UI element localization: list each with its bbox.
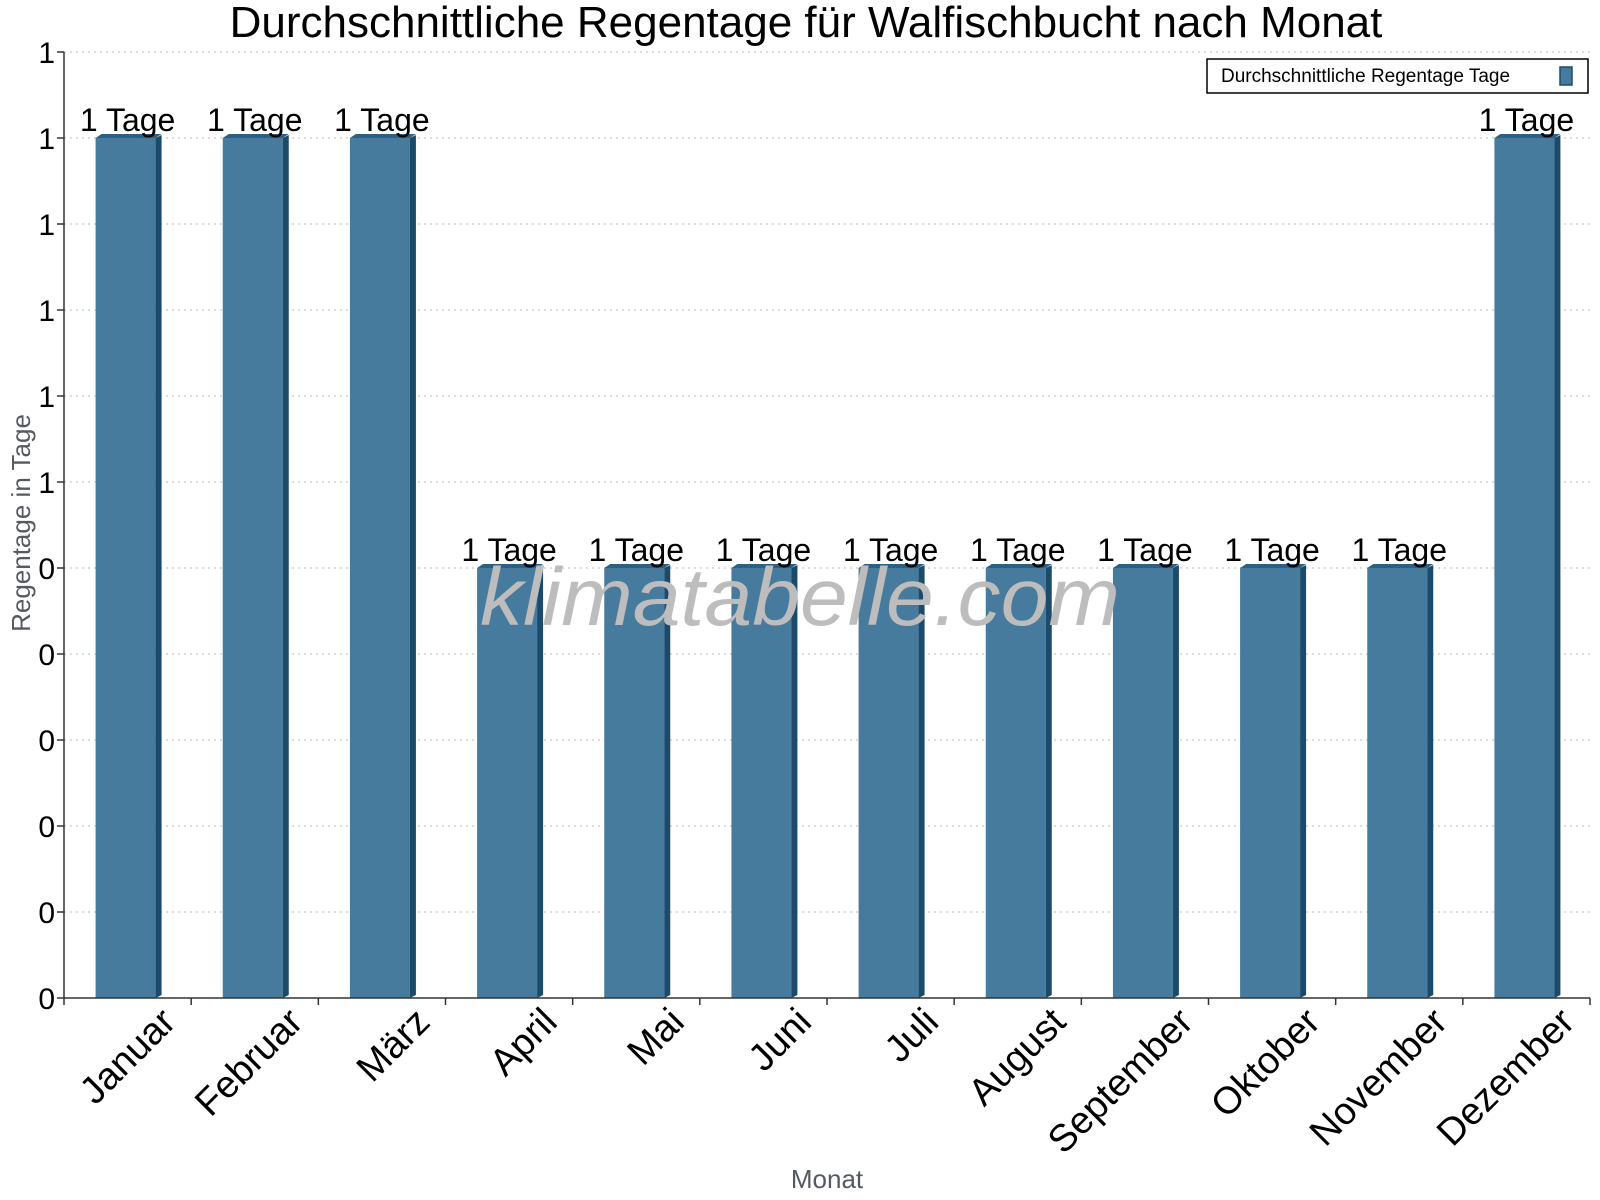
bar-front [222, 138, 283, 998]
x-tick-labels: Januar Februar März April Mai Juni Juli AugustS… [72, 1000, 1583, 1161]
bar-mai [604, 564, 671, 998]
bar-juni [731, 564, 798, 998]
bar-juli [858, 564, 925, 998]
x-tick-label: Februar [187, 1000, 311, 1124]
legend-label: Durchschnittliche Regentage Tage [1221, 66, 1510, 87]
y-axis-label: Regentage in Tage [6, 414, 36, 632]
data-label: 1 Tage [1097, 532, 1193, 568]
x-tick-label: Juni [741, 1001, 820, 1080]
bar-top [222, 134, 289, 138]
data-labels: 1 Tage 1 Tage 1 Tage 1 Tage 1 Tage 1 Tage 1 Ta… [80, 102, 1574, 568]
bar-front [1240, 568, 1301, 998]
y-tick-label: 0 [38, 639, 55, 672]
x-tick-label: April [482, 1001, 565, 1084]
data-label: 1 Tage [1352, 532, 1448, 568]
bar-front [1367, 568, 1428, 998]
x-tick-label: Juli [877, 1001, 947, 1071]
data-label: 1 Tage [207, 102, 303, 138]
bar-front [604, 568, 665, 998]
bar-top [1494, 134, 1561, 138]
x-tick-label: Mai [620, 1001, 693, 1074]
y-tick-label: 1 [38, 295, 55, 328]
bar-september [1112, 564, 1179, 998]
bar-front [349, 138, 410, 998]
x-tick-label: August [961, 1000, 1075, 1114]
bar-front [858, 568, 919, 998]
bar-november [1367, 564, 1434, 998]
bar-side [537, 565, 544, 998]
bar-front [95, 138, 156, 998]
bar-front [1112, 568, 1173, 998]
x-tick-label: Dezember [1429, 1000, 1583, 1154]
legend-swatch [1559, 66, 1573, 86]
bar-februar [222, 134, 289, 998]
bar-side [1554, 135, 1561, 998]
chart-title: Durchschnittliche Regentage für Walfisch… [230, 0, 1383, 47]
bar-top [349, 134, 416, 138]
bar-top [1240, 564, 1307, 568]
y-tick-label: 0 [38, 553, 55, 586]
bar-front [985, 568, 1046, 998]
legend-box [1206, 58, 1589, 94]
bar-top [858, 564, 925, 568]
data-label: 1 Tage [970, 532, 1066, 568]
bar-april [477, 564, 544, 998]
bar-top [604, 564, 671, 568]
bar-dezember [1494, 134, 1561, 998]
bars-group [95, 134, 1561, 998]
bar-oktober [1240, 564, 1307, 998]
y-tick-label: 0 [38, 725, 55, 758]
bar-side [1427, 565, 1434, 998]
bar-side [791, 565, 798, 998]
y-tick-label: 1 [38, 37, 55, 70]
data-label: 1 Tage [334, 102, 430, 138]
watermark: klimatabelle.com [480, 552, 1120, 643]
data-label: 1 Tage [80, 102, 176, 138]
legend: Durchschnittliche Regentage Tage [1206, 58, 1589, 94]
axes-group [57, 51, 1591, 1005]
x-tick-label: Oktober [1203, 1000, 1329, 1126]
bar-side [1045, 565, 1052, 998]
bar-august [985, 564, 1052, 998]
bar-front [731, 568, 792, 998]
x-axis-label: Monat [791, 1164, 864, 1194]
data-label: 1 Tage [1479, 102, 1575, 138]
data-label: 1 Tage [589, 532, 685, 568]
bar-januar [95, 134, 162, 998]
bar-side [918, 565, 925, 998]
x-tick-label: März [349, 1001, 438, 1090]
y-tick-labels: 0 0 0 0 0 0 1 1 1 1 1 1 [38, 37, 55, 1016]
bar-front [1494, 138, 1555, 998]
bar-side [664, 565, 671, 998]
bar-front [477, 568, 538, 998]
data-label: 1 Tage [843, 532, 939, 568]
bar-top [985, 564, 1052, 568]
data-label: 1 Tage [716, 532, 812, 568]
bar-side [409, 135, 416, 998]
bar-märz [349, 134, 416, 998]
x-tick-label: November [1302, 1000, 1456, 1154]
x-tick-label: Januar [72, 1000, 184, 1112]
bar-side [155, 135, 162, 998]
y-tick-label: 1 [38, 123, 55, 156]
y-tick-label: 1 [38, 209, 55, 242]
data-label: 1 Tage [461, 532, 557, 568]
y-tick-label: 1 [38, 381, 55, 414]
bar-side [1172, 565, 1179, 998]
y-tick-label: 0 [38, 983, 55, 1016]
y-tick-label: 1 [38, 467, 55, 500]
gridlines [64, 51, 1590, 913]
bar-top [1112, 564, 1179, 568]
bar-side [282, 135, 289, 998]
bar-top [477, 564, 544, 568]
bar-top [731, 564, 798, 568]
data-label: 1 Tage [1224, 532, 1320, 568]
bar-top [95, 134, 162, 138]
bar-top [1367, 564, 1434, 568]
y-tick-label: 0 [38, 811, 55, 844]
y-tick-label: 0 [38, 897, 55, 930]
bar-side [1300, 565, 1307, 998]
